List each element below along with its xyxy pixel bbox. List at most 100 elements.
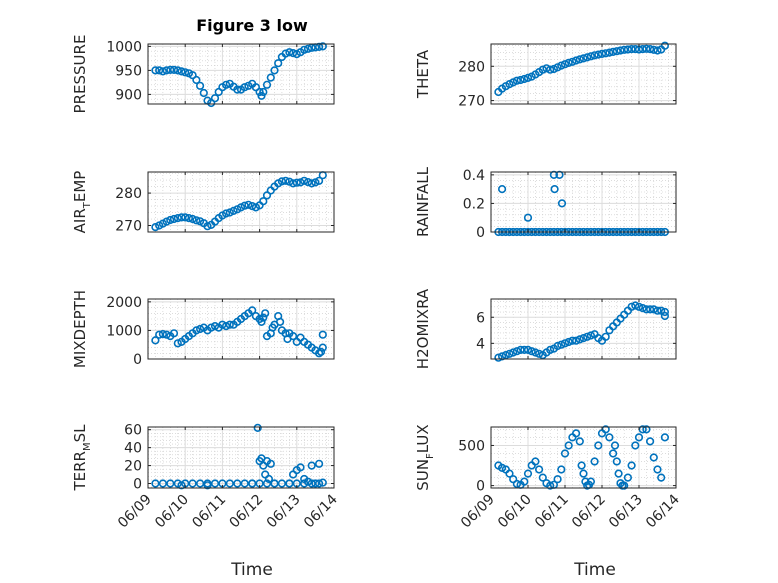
data-point xyxy=(531,457,540,466)
data-point xyxy=(199,88,208,98)
data-point xyxy=(315,479,324,488)
data-point xyxy=(210,322,220,331)
y-tick-label: 280 xyxy=(115,186,142,202)
data-point xyxy=(608,47,618,57)
data-point xyxy=(233,85,242,94)
data-point xyxy=(586,477,596,486)
data-point xyxy=(155,66,164,75)
y-axis-label-tail: SL xyxy=(71,424,89,443)
data-point xyxy=(501,351,510,360)
data-point xyxy=(523,345,533,355)
plot-area xyxy=(148,299,334,359)
data-point xyxy=(560,60,570,69)
data-point xyxy=(575,55,584,64)
data-point xyxy=(660,311,670,321)
y-axis-label: H2OMIXRA xyxy=(414,288,432,369)
y-axis-label-tail: LUX xyxy=(414,424,432,453)
y-tick-label: 0 xyxy=(476,225,485,241)
subplot-mixdepth: 0 1000 2000 MIXDEPTH xyxy=(71,290,335,368)
data-point xyxy=(248,202,257,211)
y-axis-label-main: RAINFALL xyxy=(414,166,432,237)
data-point xyxy=(169,65,179,74)
y-tick-label: 4 xyxy=(476,336,485,352)
axes-box xyxy=(147,43,335,105)
data-point xyxy=(276,317,285,327)
data-point xyxy=(188,214,197,224)
data-point xyxy=(660,433,670,442)
data-point xyxy=(259,87,268,97)
data-point xyxy=(590,457,599,466)
data-point xyxy=(505,349,514,358)
data-point xyxy=(303,44,313,53)
subplot-air_temp: 270 280 AIRTEMP xyxy=(71,171,335,235)
data-point xyxy=(222,209,231,218)
data-point xyxy=(169,214,179,224)
y-tick-label: 20 xyxy=(124,459,142,475)
data-point xyxy=(631,301,640,310)
data-point xyxy=(575,335,584,344)
data-point xyxy=(203,481,212,490)
y-tick-label: 950 xyxy=(115,63,142,79)
y-tick-label: 2000 xyxy=(106,295,142,311)
y-tick-label: 500 xyxy=(458,438,485,454)
subplot-h2omixra: 4 6 H2OMIXRA xyxy=(414,288,677,369)
data-point xyxy=(196,324,205,334)
data-point xyxy=(259,313,268,322)
data-series xyxy=(151,306,327,358)
y-axis-label-main: SUN xyxy=(414,459,432,491)
data-point xyxy=(181,68,190,77)
data-point xyxy=(542,64,551,73)
data-series xyxy=(494,301,670,362)
data-point xyxy=(594,50,603,59)
data-point xyxy=(261,309,270,318)
x-tick-label: 06/10 xyxy=(152,492,192,532)
minor-grid xyxy=(148,299,334,359)
figure-title: Figure 3 low xyxy=(196,16,308,35)
minor-grid xyxy=(491,172,676,232)
data-point xyxy=(660,41,670,50)
data-point xyxy=(523,213,533,222)
y-tick-label: 1000 xyxy=(106,323,142,339)
data-point xyxy=(620,481,629,490)
data-point xyxy=(634,433,644,442)
data-point xyxy=(634,302,644,311)
data-point xyxy=(512,76,522,85)
y-tick-label: 0 xyxy=(476,479,485,495)
data-point xyxy=(657,306,666,315)
data-point xyxy=(612,457,621,466)
data-point xyxy=(564,58,573,68)
tick-marks xyxy=(490,44,677,104)
x-axis-label-right: Time xyxy=(573,560,616,580)
data-point xyxy=(307,461,316,470)
x-tick-label: 06/11 xyxy=(532,492,572,532)
tick-marks xyxy=(490,172,677,233)
data-point xyxy=(155,330,164,339)
data-point xyxy=(277,177,287,186)
data-point xyxy=(173,339,182,348)
data-point xyxy=(240,201,249,210)
data-point xyxy=(244,200,253,209)
y-axis-label: TERRMSL xyxy=(71,424,93,492)
x-tick-label: 06/12 xyxy=(569,492,609,532)
tick-marks xyxy=(147,427,335,488)
data-point xyxy=(177,213,186,222)
y-tick-label: 0 xyxy=(133,352,142,368)
data-point xyxy=(579,54,588,63)
y-axis-label-subscript: T xyxy=(82,201,93,209)
tick-marks xyxy=(490,299,677,359)
data-point xyxy=(281,49,290,58)
data-point xyxy=(568,336,577,345)
y-axis-label-main: PRESSURE xyxy=(71,35,89,114)
data-point xyxy=(649,453,658,462)
tick-marks xyxy=(147,44,335,104)
data-point xyxy=(605,48,614,57)
data-point xyxy=(181,213,190,222)
data-point xyxy=(253,423,262,433)
data-point xyxy=(638,304,647,313)
data-point xyxy=(292,178,301,187)
y-tick-label: 270 xyxy=(458,94,485,110)
y-tick-label: 0.4 xyxy=(463,168,485,184)
data-point xyxy=(300,176,309,185)
data-point xyxy=(516,75,525,85)
